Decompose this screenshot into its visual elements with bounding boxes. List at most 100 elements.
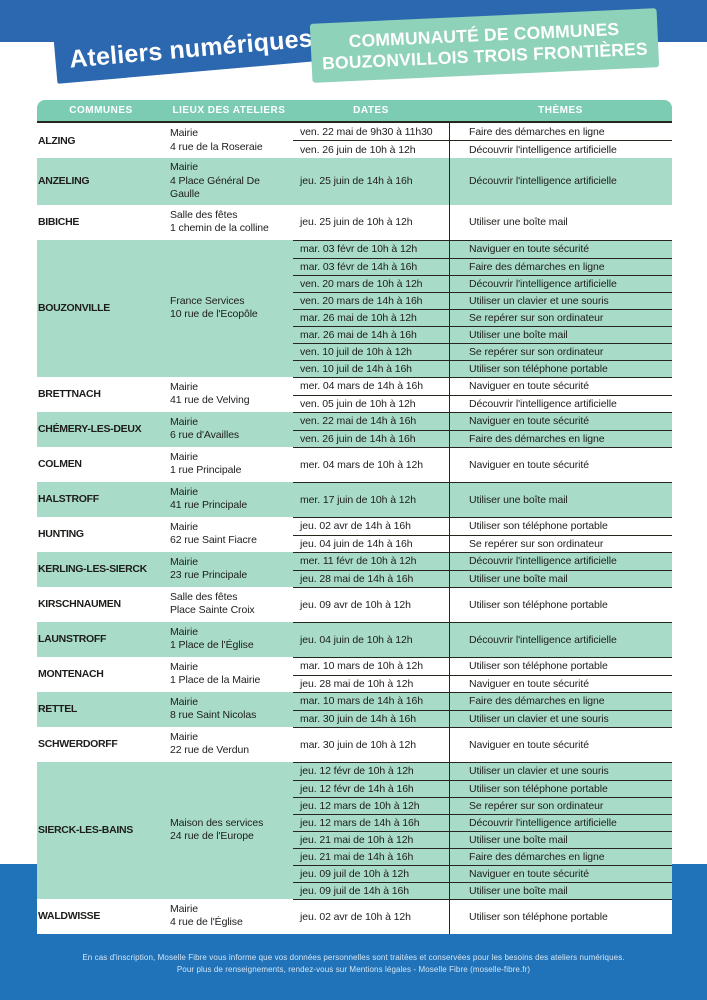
session-row: ven. 05 juin de 10h à 12h Découvrir l'in… [293,394,672,412]
session-theme: Utiliser un clavier et une souris [449,292,672,309]
session-theme: Découvrir l'intelligence artificielle [449,158,672,205]
session-row: jeu. 12 févr de 10h à 12h Utiliser un cl… [293,762,672,780]
commune-name: ANZELING [38,175,90,188]
table-header-row: COMMUNES LIEUX DES ATELIERS DATES THÈMES [37,100,672,123]
session-date: mar. 26 mai de 14h à 16h [300,328,417,341]
table-row: HALSTROFF Mairie 41 rue Principale mer. 1… [37,481,672,517]
col-header-themes: THÈMES [538,105,583,116]
session-list: mer. 04 mars de 10h à 12h Naviguer en to… [293,446,672,482]
session-row: jeu. 04 juin de 14h à 16h Se repérer sur… [293,534,672,552]
session-list: mer. 11 févr de 10h à 12h Découvrir l'in… [293,551,672,587]
commune-name: COLMEN [38,458,82,470]
commune-name: BOUZONVILLE [38,302,110,314]
table-row: LAUNSTROFF Mairie 1 Place de l'Église jeu… [37,621,672,657]
workshop-location: Mairie 1 Place de l'Église [170,625,254,652]
session-row: mar. 26 mai de 10h à 12h Se repérer sur … [293,308,672,326]
workshop-location: Mairie 1 rue Principale [170,450,242,477]
session-theme: Faire des démarches en ligne [449,430,672,447]
table-row: CHÉMERY-LES-DEUX Mairie 6 rue d'Availles … [37,411,672,447]
session-theme: Naviguer en toute sécurité [449,412,672,430]
session-theme: Utiliser son téléphone portable [449,899,672,934]
session-theme: Utiliser son téléphone portable [449,517,672,535]
session-row: ven. 22 mai de 9h30 à 11h30 Faire des dé… [293,123,672,140]
session-date: mar. 10 mars de 14h à 16h [300,695,423,707]
session-list: mer. 17 juin de 10h à 12h Utiliser une b… [293,481,672,517]
session-theme: Se repérer sur son ordinateur [449,343,672,360]
session-theme: Se repérer sur son ordinateur [449,535,672,552]
session-theme: Naviguer en toute sécurité [449,865,672,882]
workshop-location: Mairie 62 rue Saint Fiacre [170,520,257,547]
session-list: mar. 10 mars de 10h à 12h Utiliser son t… [293,656,672,692]
session-row: jeu. 02 avr de 10h à 12h Utiliser son té… [293,899,672,934]
session-row: mer. 04 mars de 14h à 16h Naviguer en to… [293,377,672,395]
table-row: BIBICHE Salle des fêtes 1 chemin de la co… [37,204,672,240]
session-row: jeu. 25 juin de 10h à 12h Utiliser une b… [293,204,672,240]
workshop-location: France Services 10 rue de l'Ecopôle [170,294,258,321]
session-theme: Découvrir l'intelligence artificielle [449,814,672,831]
workshop-location: Mairie 4 rue de la Roseraie [170,127,263,153]
session-row: mar. 03 févr de 14h à 16h Faire des déma… [293,257,672,275]
session-theme: Utiliser une boîte mail [449,882,672,899]
session-row: mar. 03 févr de 10h à 12h Naviguer en to… [293,240,672,258]
session-theme: Naviguer en toute sécurité [449,675,672,692]
session-list: mar. 30 juin de 10h à 12h Naviguer en to… [293,726,672,762]
session-list: mar. 10 mars de 14h à 16h Faire des déma… [293,691,672,727]
session-date: mer. 11 févr de 10h à 12h [300,555,417,567]
session-list: jeu. 25 juin de 10h à 12h Utiliser une b… [293,204,672,240]
commune-name: BRETTNACH [38,388,101,400]
workshop-location: Mairie 23 rue Principale [170,555,248,582]
table-row: ALZING Mairie 4 rue de la Roseraie ven. 2… [37,123,672,158]
col-header-communes: COMMUNES [69,105,133,116]
session-theme: Utiliser un clavier et une souris [449,710,672,727]
session-row: jeu. 21 mai de 10h à 12h Utiliser une bo… [293,830,672,848]
workshop-location: Mairie 22 rue de Verdun [170,730,249,757]
session-theme: Naviguer en toute sécurité [449,447,672,482]
session-date: ven. 05 juin de 10h à 12h [300,397,416,410]
commune-name: HALSTROFF [38,493,99,505]
workshops-table: COMMUNES LIEUX DES ATELIERS DATES THÈMES… [37,100,672,934]
workshop-location: Mairie 4 rue de l'Église [170,902,243,929]
session-theme: Faire des démarches en ligne [449,258,672,275]
session-date: ven. 26 juin de 14h à 16h [300,432,416,445]
session-list: jeu. 02 avr de 10h à 12h Utiliser son té… [293,898,672,934]
session-theme: Utiliser une boîte mail [449,204,672,240]
workshop-location: Mairie 4 Place Général De Gaulle [170,161,260,200]
session-row: jeu. 21 mai de 14h à 16h Faire des démar… [293,847,672,865]
session-row: ven. 26 juin de 14h à 16h Faire des déma… [293,429,672,447]
session-date: jeu. 21 mai de 14h à 16h [300,850,414,863]
workshop-location: Mairie 41 rue Principale [170,485,248,512]
commune-name: CHÉMERY-LES-DEUX [38,423,142,435]
session-date: jeu. 09 juil de 10h à 12h [300,867,410,880]
session-row: jeu. 09 juil de 14h à 16h Utiliser une b… [293,881,672,899]
table-row: RETTEL Mairie 8 rue Saint Nicolas mar. 10… [37,691,672,727]
table-row: ANZELING Mairie 4 Place Général De Gaulle… [37,158,672,205]
session-row: mar. 10 mars de 10h à 12h Utiliser son t… [293,657,672,675]
table-row: MONTENACH Mairie 1 Place de la Mairie mar… [37,656,672,692]
workshop-location: Salle des fêtes 1 chemin de la colline [170,208,269,235]
commune-name: BIBICHE [38,216,80,228]
session-date: mer. 17 juin de 10h à 12h [300,493,417,506]
session-date: ven. 20 mars de 14h à 16h [300,294,423,307]
workshop-location: Mairie 41 rue de Velving [170,380,250,407]
session-list: jeu. 12 févr de 10h à 12h Utiliser un cl… [293,761,672,899]
session-date: mar. 03 févr de 10h à 12h [300,243,418,255]
session-date: ven. 26 juin de 10h à 12h [300,143,416,156]
session-list: jeu. 09 avr de 10h à 12h Utiliser son té… [293,586,672,622]
session-theme: Se repérer sur son ordinateur [449,797,672,814]
session-date: ven. 22 mai de 14h à 16h [300,415,417,427]
table-row: COLMEN Mairie 1 rue Principale mer. 04 ma… [37,446,672,482]
session-date: jeu. 02 avr de 10h à 12h [300,910,411,923]
commune-name: KERLING-LES-SIERCK [38,563,147,575]
session-row: mar. 26 mai de 14h à 16h Utiliser une bo… [293,325,672,343]
session-date: mer. 04 mars de 14h à 16h [300,380,423,392]
workshop-location: Mairie 1 Place de la Mairie [170,660,261,687]
session-date: ven. 22 mai de 9h30 à 11h30 [300,125,433,138]
session-row: ven. 26 juin de 10h à 12h Découvrir l'in… [293,140,672,158]
session-date: ven. 20 mars de 10h à 12h [300,277,423,290]
session-date: mer. 04 mars de 10h à 12h [300,458,423,471]
session-theme: Utiliser une boîte mail [449,570,672,587]
session-row: jeu. 25 juin de 14h à 16h Découvrir l'in… [293,158,672,205]
commune-name: WALDWISSE [38,910,101,922]
session-date: ven. 10 juil de 14h à 16h [300,362,412,375]
